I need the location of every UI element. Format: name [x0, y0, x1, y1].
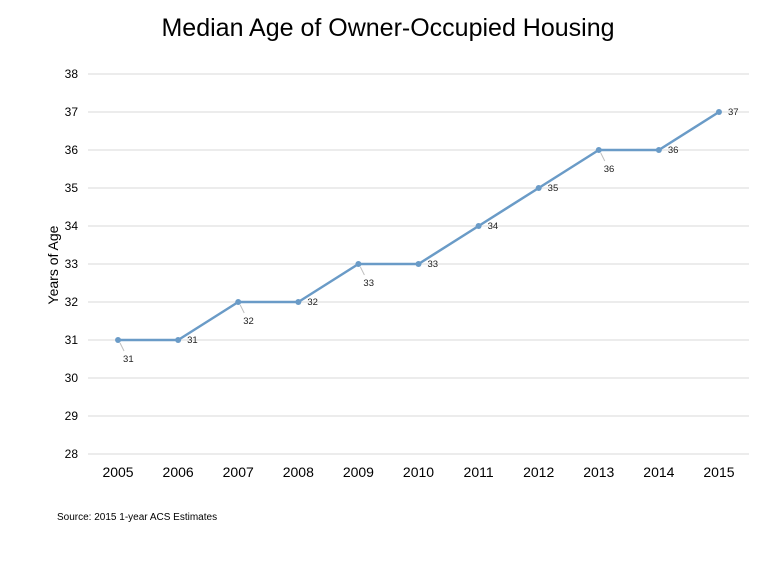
y-tick-label: 35: [65, 181, 79, 195]
data-label-leader: [600, 152, 606, 162]
x-tick-label: 2009: [343, 464, 374, 480]
data-label: 31: [187, 335, 198, 346]
data-label: 34: [488, 221, 499, 232]
y-tick-label: 36: [65, 143, 79, 157]
x-tick-label: 2012: [523, 464, 554, 480]
y-tick-label: 31: [65, 333, 79, 347]
y-tick-label: 34: [65, 219, 79, 233]
data-label: 33: [363, 278, 374, 289]
y-tick-label: 37: [65, 105, 79, 119]
chart-title: Median Age of Owner-Occupied Housing: [161, 14, 615, 42]
x-tick-label: 2013: [583, 464, 614, 480]
y-tick-label: 28: [65, 447, 79, 461]
y-tick-label: 38: [65, 67, 79, 81]
x-tick-label: 2006: [163, 464, 194, 480]
y-tick-label: 30: [65, 371, 79, 385]
y-tick-label: 29: [65, 409, 79, 423]
y-tick-label: 33: [65, 257, 79, 271]
x-tick-label: 2010: [403, 464, 434, 480]
data-label-leader: [119, 342, 125, 352]
x-tick-label: 2007: [223, 464, 254, 480]
y-axis-ticks: 28 29 30 31 32 33 34 35 36 37 38: [65, 67, 79, 461]
data-point: [355, 261, 362, 267]
data-point: [655, 147, 662, 153]
data-label: 36: [668, 145, 679, 156]
data-point: [295, 299, 302, 305]
data-label: 31: [123, 354, 134, 365]
x-axis-ticks: 2005 2006 2007 2008 2009 2010 2011 2012 2013 2014…: [102, 464, 734, 480]
x-tick-label: 2015: [703, 464, 734, 480]
data-point: [235, 299, 242, 305]
data-label: 37: [728, 107, 739, 118]
data-point: [175, 337, 182, 343]
data-label-leader: [239, 304, 245, 314]
data-label-leader: [359, 266, 365, 276]
x-tick-label: 2005: [102, 464, 133, 480]
y-tick-label: 32: [65, 295, 79, 309]
data-point: [415, 261, 422, 267]
data-label: 33: [428, 259, 439, 270]
data-point: [115, 337, 122, 343]
data-point: [535, 185, 542, 191]
source-note: Source: 2015 1-year ACS Estimates: [57, 512, 218, 523]
data-label: 36: [604, 164, 615, 175]
x-tick-label: 2008: [283, 464, 314, 480]
gridlines: [88, 73, 749, 455]
data-label: 32: [307, 297, 318, 308]
data-point: [715, 109, 722, 115]
data-points: [115, 109, 722, 343]
data-labels: 31 31 32 32 33 33 34 35 36 36 37: [119, 107, 739, 365]
data-point: [595, 147, 602, 153]
data-label: 35: [548, 183, 559, 194]
y-axis-title: Years of Age: [45, 225, 61, 304]
x-tick-label: 2014: [643, 464, 674, 480]
x-tick-label: 2011: [464, 464, 494, 480]
data-point: [475, 223, 482, 229]
data-label: 32: [243, 316, 254, 327]
